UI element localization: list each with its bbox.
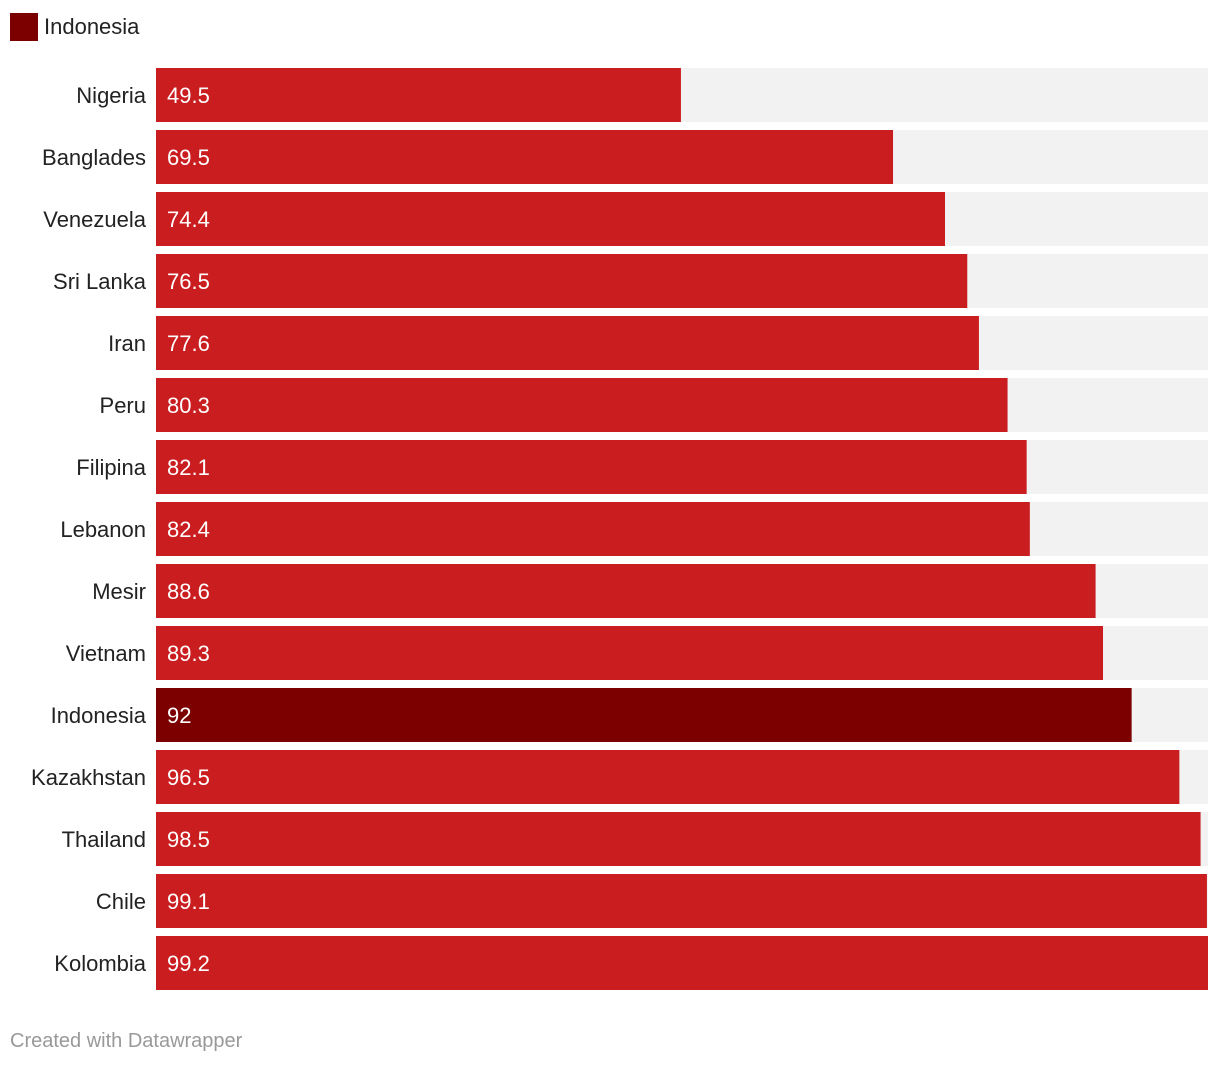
bar-iran [156,316,979,370]
category-label-iran: Iran [108,331,146,356]
value-label-thailand: 98.5 [167,827,210,852]
value-label-kolombia: 99.2 [167,951,210,976]
bar-sri-lanka [156,254,968,308]
category-label-nigeria: Nigeria [76,83,146,108]
category-label-thailand: Thailand [62,827,146,852]
bar-thailand [156,812,1201,866]
bar-venezuela [156,192,945,246]
bar-chart: Nigeria 49.5 Banglades 69.5 Venezuela 74.4 Sri… [31,68,1208,990]
category-label-lebanon: Lebanon [60,517,146,542]
value-label-venezuela: 74.4 [167,207,210,232]
footer-credit: Created with Datawrapper [10,1030,243,1052]
value-label-peru: 80.3 [167,393,210,418]
value-label-chile: 99.1 [167,889,210,914]
bar-filipina [156,440,1027,494]
value-label-nigeria: 49.5 [167,83,210,108]
value-label-kazakhstan: 96.5 [167,765,210,790]
bar-indonesia [156,688,1132,742]
value-label-lebanon: 82.4 [167,517,210,542]
bar-vietnam [156,626,1104,680]
legend-label: Indonesia [44,14,140,39]
bar-banglades [156,130,894,184]
bar-kolombia [156,936,1208,990]
value-label-indonesia: 92 [167,703,191,728]
bar-kazakhstan [156,750,1180,804]
category-label-mesir: Mesir [92,579,146,604]
value-label-banglades: 69.5 [167,145,210,170]
value-label-filipina: 82.1 [167,455,210,480]
value-label-iran: 77.6 [167,331,210,356]
bar-nigeria [156,68,681,122]
category-label-venezuela: Venezuela [43,207,147,232]
legend: Indonesia [10,12,139,42]
category-label-sri-lanka: Sri Lanka [53,269,147,294]
category-label-peru: Peru [100,393,146,418]
value-label-vietnam: 89.3 [167,641,210,666]
legend-swatch [10,13,38,41]
bar-chile [156,874,1207,928]
category-label-vietnam: Vietnam [66,641,146,666]
value-label-sri-lanka: 76.5 [167,269,210,294]
category-label-filipina: Filipina [76,455,146,480]
bar-peru [156,378,1008,432]
category-label-indonesia: Indonesia [51,703,147,728]
category-label-banglades: Banglades [42,145,146,170]
bar-mesir [156,564,1096,618]
category-label-chile: Chile [96,889,146,914]
bar-lebanon [156,502,1030,556]
value-label-mesir: 88.6 [167,579,210,604]
category-label-kolombia: Kolombia [54,951,146,976]
category-label-kazakhstan: Kazakhstan [31,765,146,790]
